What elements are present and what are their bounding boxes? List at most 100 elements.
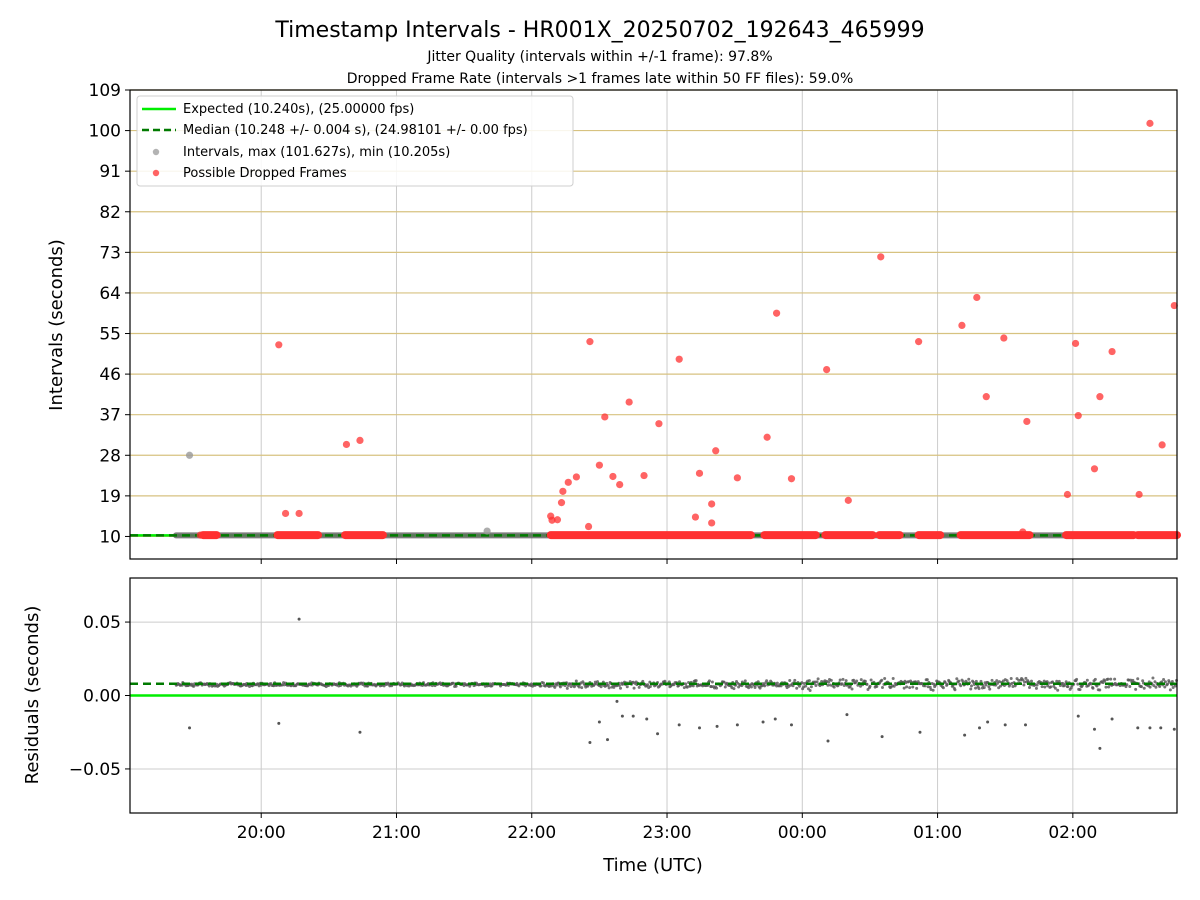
dropped-frame-point	[1071, 339, 1080, 348]
residual-point	[358, 730, 362, 734]
residual-point	[277, 721, 281, 725]
residual-band-point	[1163, 685, 1167, 689]
residual-band-point	[542, 681, 546, 685]
residual-band-point	[911, 685, 915, 689]
residual-point	[615, 699, 619, 703]
residual-band-point	[800, 681, 804, 685]
residual-band-point	[732, 687, 736, 691]
legend-expected-label: Expected (10.240s), (25.00000 fps)	[183, 102, 414, 117]
residual-band-point	[883, 677, 887, 681]
residual-band-point	[863, 679, 867, 683]
residual-band-point	[1024, 676, 1028, 680]
residual-band-point	[779, 684, 783, 688]
residual-band-point	[1158, 684, 1162, 688]
residual-band-point	[967, 677, 971, 681]
dropped-frame-point	[1170, 301, 1178, 310]
dropped-frame-point	[609, 472, 617, 481]
residual-point	[588, 741, 592, 744]
legend-box	[136, 95, 574, 187]
residual-band-point	[943, 681, 947, 685]
intervals-y-tick-label: 91	[99, 162, 121, 182]
residual-band-point	[1076, 682, 1080, 686]
residual-band-point	[955, 677, 959, 681]
residual-band-point	[1005, 679, 1009, 683]
residual-point	[880, 735, 884, 739]
dropped-frame-point	[640, 471, 648, 480]
residual-band-point	[1064, 680, 1068, 684]
residual-band-point	[1093, 677, 1097, 681]
intervals-panel: 10 19 28 37 46 55 64 73 82 91 100 109 Intervals (se…	[46, 81, 1181, 564]
residual-band-point	[569, 685, 573, 689]
residual-band-point	[694, 679, 698, 683]
residual-band-point	[723, 685, 727, 689]
residual-band-point	[941, 686, 945, 690]
residual-band-point	[795, 686, 799, 690]
residual-band-point	[1142, 686, 1146, 690]
residuals-y-axis-label: Residuals (seconds)	[22, 606, 43, 785]
residual-band-point	[749, 685, 753, 689]
dropped-frame-point	[1023, 417, 1031, 426]
dropped-frame-point	[1019, 528, 1027, 536]
residual-band-point	[915, 686, 919, 690]
dropped-frame-point	[1090, 465, 1099, 473]
residual-band-point	[868, 684, 872, 688]
residuals-x-tick-label: 01:00	[913, 823, 962, 843]
intervals-plot-frame	[129, 89, 1178, 560]
residual-band-point	[838, 678, 842, 682]
intervals-y-tick-label: 82	[99, 203, 121, 223]
residual-band-point	[685, 685, 689, 689]
residual-band-point	[565, 686, 569, 690]
residual-band-point	[599, 685, 603, 689]
residual-band-point	[931, 688, 935, 692]
residual-point	[1098, 746, 1102, 750]
intervals-y-tick-label: 64	[99, 284, 121, 304]
residual-band-point	[691, 684, 695, 688]
dropped-frame-point	[572, 473, 580, 481]
dropped-frame-point	[675, 355, 683, 363]
residual-band-point	[999, 684, 1003, 688]
residual-band-point	[606, 683, 610, 687]
residual-band-point	[580, 686, 584, 690]
residual-band-point	[984, 683, 988, 687]
residual-band-point	[707, 679, 711, 683]
residuals-x-tick-label: 23:00	[643, 823, 692, 843]
residual-band-point	[807, 679, 811, 683]
intervals-y-tick-label: 100	[89, 122, 121, 142]
residual-band-point	[914, 680, 918, 684]
intervals-y-tick-label: 109	[89, 81, 121, 101]
dropped-frame-point	[787, 475, 796, 483]
residual-band-point	[850, 687, 854, 691]
residual-point	[715, 724, 719, 728]
legend-dropped-marker	[152, 169, 160, 177]
residual-band-point	[1022, 683, 1026, 687]
residual-band-point	[1040, 685, 1044, 689]
residual-band-point	[1057, 679, 1061, 683]
legend-median-label: Median (10.248 +/- 0.004 s), (24.98101 +…	[183, 123, 528, 138]
residual-band-point	[1148, 685, 1152, 689]
residual-band-point	[454, 684, 458, 688]
residual-point	[761, 720, 765, 724]
residuals-x-tick-label: 22:00	[507, 823, 556, 843]
residual-band-point	[808, 689, 812, 693]
residual-band-point	[1078, 688, 1082, 692]
dropped-frame-point	[584, 522, 593, 531]
residual-band-point	[1106, 677, 1110, 681]
residual-band-point	[827, 680, 831, 684]
residual-band-point	[979, 679, 983, 683]
intervals-y-tick-label: 37	[99, 406, 121, 426]
residual-band-point	[891, 677, 895, 681]
residual-band-point	[908, 686, 912, 690]
residual-band-point	[1171, 686, 1175, 690]
residual-band-point	[829, 678, 833, 682]
dropped-frame-point	[763, 433, 771, 441]
residual-band-point	[747, 686, 751, 690]
dropped-frame-point	[1158, 441, 1166, 449]
residual-band-point	[1043, 685, 1047, 689]
residual-point	[597, 720, 601, 724]
residual-band-point	[995, 681, 999, 685]
residuals-x-tick-label: 21:00	[372, 823, 421, 843]
residual-band-point	[969, 684, 973, 688]
residual-band-point	[969, 687, 973, 691]
residual-band-point	[607, 686, 611, 690]
residual-point	[677, 723, 681, 727]
